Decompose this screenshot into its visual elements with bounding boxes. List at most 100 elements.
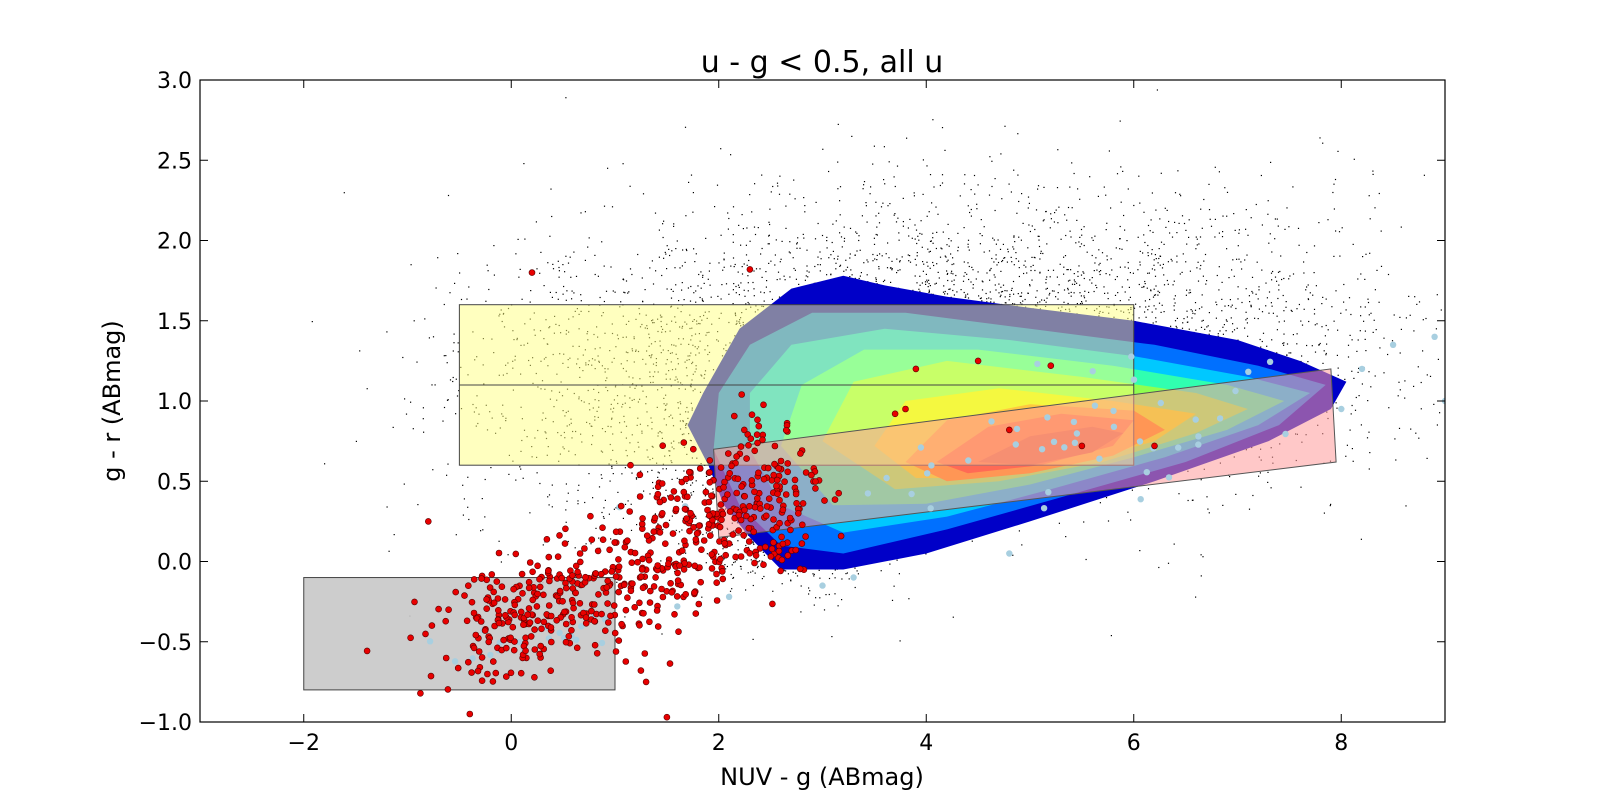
background-point <box>1089 176 1091 178</box>
background-point <box>1107 520 1110 522</box>
background-point <box>858 277 860 280</box>
background-point <box>1014 303 1016 305</box>
background-point <box>1192 499 1194 501</box>
background-point <box>1110 635 1112 637</box>
background-point <box>1153 305 1155 307</box>
background-point <box>1195 329 1197 331</box>
background-point <box>1268 291 1271 293</box>
background-point <box>690 492 692 494</box>
background-point <box>1321 326 1323 328</box>
background-point <box>1164 207 1166 209</box>
background-point <box>1081 301 1083 303</box>
background-point <box>1020 295 1022 297</box>
background-point <box>1185 261 1187 263</box>
background-point <box>1079 246 1081 248</box>
background-point <box>1226 191 1229 193</box>
background-point <box>695 524 697 526</box>
background-point <box>1083 244 1085 247</box>
background-point <box>1429 375 1432 377</box>
background-point <box>611 465 613 468</box>
background-point <box>467 476 469 478</box>
background-point <box>928 279 930 281</box>
background-point <box>775 239 777 241</box>
background-point <box>983 226 985 228</box>
background-point <box>522 477 524 479</box>
background-point <box>623 291 625 293</box>
background-point <box>566 290 568 292</box>
background-point <box>1375 329 1377 331</box>
background-point <box>969 211 971 214</box>
background-point <box>1083 272 1085 274</box>
background-point <box>887 205 889 207</box>
background-point <box>994 284 996 286</box>
background-point <box>1203 198 1205 201</box>
background-point <box>1159 264 1161 266</box>
background-point <box>725 283 728 285</box>
background-point <box>456 395 459 397</box>
background-point <box>1147 252 1149 254</box>
background-point <box>990 301 992 303</box>
background-point <box>1105 194 1107 196</box>
background-point <box>746 227 748 229</box>
background-point <box>1440 309 1442 311</box>
background-point <box>1012 280 1015 283</box>
background-point <box>635 478 638 480</box>
background-point <box>1204 253 1207 256</box>
background-point <box>605 290 608 292</box>
background-point <box>1244 259 1246 261</box>
background-point <box>1285 306 1287 308</box>
background-point <box>989 270 991 272</box>
background-point <box>745 254 748 256</box>
background-point <box>1096 269 1098 271</box>
background-point <box>1261 311 1264 313</box>
background-point <box>1272 270 1274 273</box>
background-point <box>781 583 783 585</box>
background-point <box>668 519 671 521</box>
background-point <box>1257 318 1259 320</box>
background-point <box>1362 256 1364 258</box>
background-point <box>1179 273 1181 275</box>
background-point <box>1368 468 1370 470</box>
background-point <box>552 268 555 270</box>
background-point <box>792 571 794 573</box>
background-point <box>1372 170 1374 172</box>
background-point <box>808 587 810 589</box>
background-point <box>547 262 549 264</box>
background-point <box>1121 248 1123 250</box>
background-point <box>452 380 454 383</box>
background-point <box>584 501 586 504</box>
background-point <box>919 284 921 286</box>
background-point <box>1313 272 1315 274</box>
background-point <box>804 279 806 281</box>
background-point <box>1004 257 1006 259</box>
background-point <box>1153 288 1155 290</box>
background-point <box>988 250 991 252</box>
background-point <box>993 261 995 263</box>
background-point <box>1028 202 1030 204</box>
background-point <box>992 237 994 239</box>
background-point <box>747 572 749 574</box>
background-point <box>753 543 755 545</box>
background-point <box>1194 313 1196 315</box>
background-point <box>1364 278 1366 280</box>
background-point <box>529 301 531 303</box>
background-point <box>988 194 991 196</box>
background-point <box>709 262 711 264</box>
background-point <box>1067 269 1069 271</box>
background-point <box>873 237 875 239</box>
background-point <box>1224 187 1226 189</box>
background-point <box>944 290 946 293</box>
background-point <box>424 318 426 320</box>
background-point <box>1399 352 1401 354</box>
background-point <box>983 251 985 253</box>
background-point <box>1290 309 1292 311</box>
background-point <box>685 552 687 554</box>
background-point <box>1015 252 1017 254</box>
background-point <box>1120 201 1122 203</box>
background-point <box>723 252 725 254</box>
background-point <box>843 270 845 272</box>
background-point <box>1291 310 1293 312</box>
background-point <box>893 214 895 216</box>
background-point <box>883 146 885 148</box>
background-point <box>931 202 933 204</box>
